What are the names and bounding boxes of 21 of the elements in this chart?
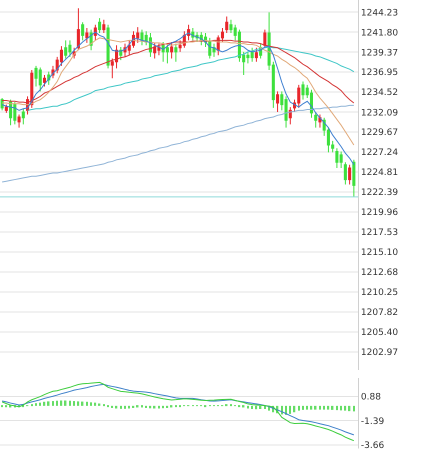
y-tick-label: 1212.68 bbox=[360, 268, 398, 278]
y-tick-label: 1207.82 bbox=[360, 308, 398, 318]
y-tick-label: 1224.81 bbox=[360, 168, 398, 178]
y-tick-label: 1229.67 bbox=[360, 128, 398, 138]
y-tick-label: 1236.95 bbox=[360, 68, 398, 78]
y-tick-label: -3.66 bbox=[360, 441, 384, 452]
y-tick-label: 1244.23 bbox=[360, 8, 398, 18]
y-tick-label: 1232.09 bbox=[360, 108, 398, 118]
y-tick-label: 1205.40 bbox=[360, 328, 398, 338]
y-tick-label: 1219.96 bbox=[360, 208, 398, 218]
y-tick-label: 1234.52 bbox=[360, 88, 398, 98]
y-tick-label: 1202.97 bbox=[360, 348, 398, 358]
y-tick-label: 1227.24 bbox=[360, 148, 398, 158]
y-tick-label: 1222.39 bbox=[360, 188, 398, 198]
y-tick-label: -1.39 bbox=[360, 416, 384, 427]
y-tick-label: 1217.53 bbox=[360, 228, 398, 238]
y-tick-label: 1241.80 bbox=[360, 28, 398, 38]
y-tick-label: 1215.10 bbox=[360, 248, 398, 258]
y-tick-label: 0.88 bbox=[360, 392, 382, 403]
y-tick-label: 1239.37 bbox=[360, 48, 398, 58]
y-tick-label: 1210.25 bbox=[360, 288, 398, 298]
